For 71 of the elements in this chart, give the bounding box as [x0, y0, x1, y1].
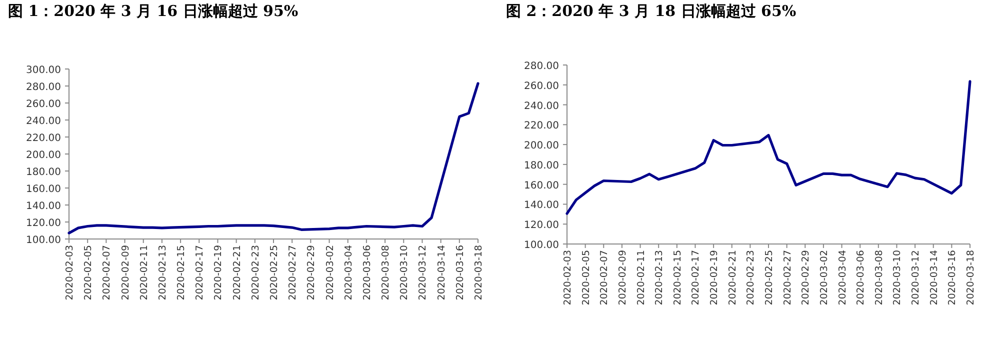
x-tick-label: 2020-02-23 — [250, 245, 262, 300]
y-tick-label: 180.00 — [524, 160, 559, 172]
x-tick-label: 2020-03-08 — [874, 250, 885, 306]
y-tick-label: 280.00 — [26, 82, 61, 93]
x-tick-label: 2020-02-07 — [102, 245, 113, 300]
line-series — [68, 82, 480, 234]
x-tick-label: 2020-02-03 — [562, 250, 574, 306]
y-tick-label: 140.00 — [26, 201, 61, 212]
chart-title: 图 2：2020 年 3 月 18 日涨幅超过 65% — [506, 2, 796, 20]
y-tick-label: 160.00 — [524, 180, 559, 192]
chart-title: 图 1：2020 年 3 月 16 日涨幅超过 95% — [8, 2, 298, 20]
x-tick-label: 2020-02-17 — [194, 245, 206, 300]
y-tick-label: 300.00 — [26, 65, 61, 76]
x-tick-label: 2020-02-13 — [654, 250, 666, 306]
y-tick-label: 100.00 — [524, 240, 559, 251]
x-tick-label: 2020-02-11 — [138, 245, 150, 300]
x-tick-label: 2020-02-05 — [83, 245, 94, 300]
x-tick-label: 2020-02-11 — [636, 250, 647, 306]
y-tick-label: 220.00 — [26, 133, 61, 144]
x-tick-label: 2020-03-12 — [418, 245, 429, 300]
x-tick-label: 2020-03-14 — [436, 245, 448, 300]
x-tick-label: 2020-02-13 — [157, 245, 168, 300]
y-tick-label: 200.00 — [524, 140, 559, 152]
x-tick-label: 2020-03-16 — [454, 245, 466, 300]
y-tick-label: 280.00 — [524, 61, 559, 72]
x-tick-label: 2020-03-04 — [837, 250, 848, 306]
x-tick-label: 2020-03-10 — [892, 250, 904, 306]
y-tick-label: 240.00 — [26, 116, 61, 127]
line-series — [566, 80, 972, 215]
x-tick-label: 2020-02-23 — [746, 250, 757, 306]
x-tick-label: 2020-03-16 — [947, 250, 958, 306]
y-tick-label: 180.00 — [26, 167, 61, 178]
x-tick-label: 2020-03-18 — [474, 245, 484, 300]
x-tick-label: 2020-02-29 — [800, 250, 812, 306]
x-tick-label: 2020-02-29 — [306, 245, 318, 300]
x-tick-label: 2020-03-06 — [856, 250, 867, 306]
x-tick-label: 2020-03-10 — [399, 245, 410, 300]
x-tick-label: 2020-02-25 — [269, 245, 280, 300]
x-tick-label: 2020-03-06 — [362, 245, 373, 300]
x-tick-label: 2020-03-18 — [966, 250, 976, 306]
y-tick-label: 260.00 — [26, 99, 61, 110]
x-tick-label: 2020-02-15 — [176, 245, 188, 300]
x-tick-label: 2020-02-07 — [599, 250, 610, 306]
y-tick-label: 100.00 — [26, 235, 61, 246]
x-tick-label: 2020-02-03 — [64, 245, 76, 300]
y-tick-label: 140.00 — [524, 200, 559, 212]
x-tick-label: 2020-02-27 — [288, 245, 299, 300]
x-tick-label: 2020-03-04 — [343, 245, 354, 300]
x-tick-label: 2020-03-02 — [324, 245, 336, 300]
x-tick-label: 2020-02-27 — [782, 250, 794, 306]
x-tick-label: 2020-02-19 — [213, 245, 224, 300]
x-tick-label: 2020-02-25 — [764, 250, 775, 306]
y-tick-label: 200.00 — [26, 150, 61, 161]
y-tick-label: 120.00 — [524, 220, 559, 232]
x-tick-label: 2020-02-19 — [709, 250, 720, 306]
x-tick-label: 2020-03-08 — [380, 245, 392, 300]
x-tick-label: 2020-03-12 — [910, 250, 922, 306]
x-tick-label: 2020-02-09 — [120, 245, 132, 300]
x-tick-label: 2020-03-14 — [928, 250, 940, 306]
y-tick-label: 240.00 — [524, 100, 559, 112]
x-tick-label: 2020-02-17 — [690, 250, 702, 306]
x-tick-label: 2020-02-05 — [580, 250, 592, 306]
y-tick-label: 120.00 — [26, 218, 61, 229]
y-tick-label: 260.00 — [524, 80, 559, 92]
x-tick-label: 2020-02-15 — [672, 250, 684, 306]
x-tick-label: 2020-03-02 — [818, 250, 830, 306]
y-tick-label: 160.00 — [26, 184, 61, 195]
x-tick-label: 2020-02-09 — [617, 250, 628, 306]
x-tick-label: 2020-02-21 — [232, 245, 243, 300]
y-tick-label: 220.00 — [524, 120, 559, 132]
x-tick-label: 2020-02-21 — [727, 250, 738, 306]
